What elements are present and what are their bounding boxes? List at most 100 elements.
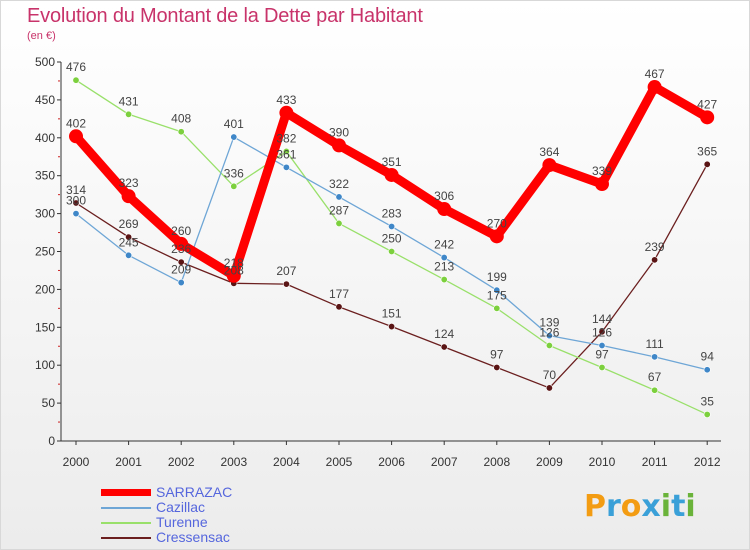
- data-point-turenne: [335, 219, 343, 227]
- x-tick-label: 2009: [536, 455, 563, 469]
- data-point-turenne: [177, 128, 185, 136]
- data-label-sarrazac: 218: [224, 256, 244, 270]
- data-label-sarrazac: 427: [697, 97, 717, 111]
- data-point-cressensac: [651, 256, 659, 264]
- data-label-cazillac: 242: [434, 238, 454, 252]
- data-label-cazillac: 322: [329, 177, 349, 191]
- x-tick-label: 2004: [273, 455, 300, 469]
- data-point-turenne: [703, 410, 711, 418]
- legend-label-cazillac: Cazillac: [156, 499, 206, 515]
- y-tick-label: 300: [35, 207, 55, 221]
- data-point-cazillac: [230, 133, 238, 141]
- data-point-sarrazac: [332, 138, 346, 153]
- data-point-turenne: [440, 276, 448, 284]
- data-label-sarrazac: 323: [119, 176, 139, 190]
- data-point-turenne: [545, 341, 553, 349]
- y-tick-label: 50: [42, 396, 56, 410]
- data-point-cazillac: [335, 193, 343, 201]
- y-tick-label: 400: [35, 131, 55, 145]
- data-label-turenne: 250: [382, 232, 402, 246]
- x-tick-label: 2008: [483, 455, 510, 469]
- legend-swatch-sarrazac: [101, 489, 151, 496]
- data-label-cazillac: 283: [382, 206, 402, 220]
- data-point-sarrazac: [437, 202, 452, 217]
- data-point-sarrazac: [121, 189, 136, 204]
- y-tick-label: 250: [35, 245, 55, 259]
- data-point-turenne: [598, 363, 606, 371]
- legend-label-cressensac: Cressensac: [156, 529, 230, 545]
- data-point-sarrazac: [647, 80, 662, 95]
- data-point-turenne: [651, 386, 659, 394]
- data-point-cressensac: [335, 303, 343, 311]
- data-label-turenne: 97: [595, 347, 609, 361]
- y-tick-label: 500: [35, 55, 55, 69]
- data-point-cazillac: [388, 222, 396, 230]
- data-point-turenne: [493, 304, 501, 312]
- data-point-sarrazac: [384, 167, 399, 182]
- data-point-cressensac: [177, 258, 185, 266]
- data-label-turenne: 382: [276, 131, 296, 145]
- y-tick-label: 100: [35, 358, 55, 372]
- x-tick-label: 2005: [326, 455, 353, 469]
- data-label-turenne: 67: [648, 370, 662, 384]
- data-label-cazillac: 300: [66, 194, 86, 208]
- data-label-cressensac: 239: [645, 240, 665, 254]
- logo-letter: P: [584, 489, 606, 524]
- data-point-turenne: [230, 182, 238, 190]
- x-tick-label: 2011: [642, 455, 668, 469]
- y-tick-label: 350: [35, 169, 55, 183]
- logo-letter: o: [620, 489, 642, 524]
- logo-letter: x: [641, 489, 661, 524]
- data-label-turenne: 126: [539, 325, 559, 339]
- data-label-cressensac: 70: [543, 368, 557, 382]
- data-label-cazillac: 209: [171, 263, 191, 277]
- data-label-sarrazac: 339: [592, 164, 612, 178]
- data-point-sarrazac: [69, 129, 83, 144]
- data-point-cazillac: [545, 332, 553, 340]
- data-point-cressensac: [282, 280, 290, 288]
- data-label-sarrazac: 433: [276, 93, 296, 107]
- data-point-sarrazac: [489, 229, 504, 244]
- data-label-cazillac: 139: [539, 316, 559, 330]
- data-label-cressensac: 236: [171, 242, 191, 256]
- data-label-sarrazac: 390: [329, 125, 349, 139]
- logo-letter: i: [685, 489, 696, 524]
- data-point-sarrazac: [279, 105, 294, 120]
- data-label-sarrazac: 260: [171, 224, 191, 238]
- data-label-turenne: 175: [487, 288, 507, 302]
- data-point-cressensac: [72, 199, 80, 207]
- chart-title: Evolution du Montant de la Dette par Hab…: [27, 5, 423, 27]
- data-label-sarrazac: 467: [645, 67, 665, 81]
- data-point-cazillac: [282, 163, 290, 171]
- data-point-cressensac: [493, 363, 501, 371]
- data-label-cressensac: 144: [592, 312, 612, 326]
- legend-item-cressensac: Cressensac: [101, 530, 361, 545]
- data-point-sarrazac: [700, 110, 715, 125]
- data-point-turenne: [282, 147, 290, 155]
- x-tick-label: 2010: [589, 455, 616, 469]
- logo-letter: t: [671, 489, 686, 524]
- data-point-turenne: [388, 248, 396, 256]
- legend-swatch-cazillac: [101, 507, 151, 509]
- data-label-turenne: 476: [66, 60, 86, 74]
- data-label-cazillac: 245: [119, 235, 139, 249]
- y-tick-label: 0: [48, 434, 55, 448]
- data-label-cazillac: 126: [592, 325, 612, 339]
- data-label-turenne: 35: [701, 394, 715, 408]
- data-label-cazillac: 401: [224, 117, 244, 131]
- data-label-turenne: 408: [171, 112, 191, 126]
- data-point-cressensac: [440, 343, 448, 351]
- data-label-turenne: 287: [329, 203, 349, 217]
- y-tick-label: 200: [35, 282, 55, 296]
- data-label-cressensac: 314: [66, 183, 86, 197]
- data-label-cressensac: 208: [224, 263, 244, 277]
- data-label-turenne: 213: [434, 260, 454, 274]
- logo-letter: r: [606, 489, 621, 524]
- data-label-cressensac: 207: [276, 264, 296, 278]
- legend-label-turenne: Turenne: [156, 514, 208, 530]
- x-tick-label: 2006: [378, 455, 405, 469]
- legend-item-sarrazac: SARRAZAC: [101, 485, 361, 500]
- data-point-cressensac: [703, 160, 711, 168]
- data-label-sarrazac: 402: [66, 116, 86, 130]
